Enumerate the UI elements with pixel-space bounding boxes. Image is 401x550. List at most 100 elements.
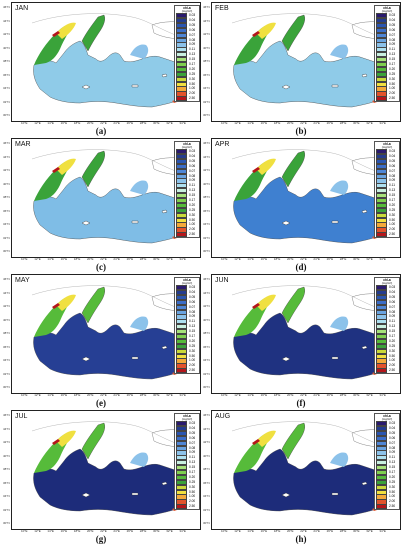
- legend-swatch: [376, 86, 387, 92]
- legend-entry: 0.07: [375, 168, 399, 174]
- legend-value: 2.50: [189, 96, 196, 101]
- legend-swatch: [176, 27, 187, 33]
- panel-caption: (d): [295, 262, 307, 272]
- legend-entry: 0.30: [375, 484, 399, 490]
- latitude-tick: 36°N: [3, 208, 10, 213]
- legend-entry: 0.20: [375, 66, 399, 73]
- longitude-tick: 34°E: [179, 393, 186, 397]
- longitude-tick: 24°E: [313, 393, 320, 397]
- legend-value: 1.00: [189, 358, 196, 363]
- legend-entry: 0.09: [175, 178, 199, 184]
- cyprus-island: [161, 481, 168, 486]
- legend-value: 0.07: [389, 440, 396, 445]
- latitude-tick: 44°N: [203, 426, 210, 431]
- legend-value: 0.15: [389, 57, 396, 62]
- legend-swatch: [376, 22, 387, 29]
- map-panel-may: MAY chl-a (mg/m³) 0.03 0.04 0.05 0.06 0.07 0.08 0…: [3, 274, 201, 408]
- legend-swatch: [176, 285, 187, 291]
- legend-value: 0.07: [189, 32, 196, 37]
- legend-value: 0.04: [389, 289, 396, 294]
- legend-swatch: [176, 57, 187, 63]
- legend-swatch: [176, 17, 187, 24]
- gulf-of-lion-bloom: [56, 22, 76, 39]
- legend-value: 0.25: [389, 343, 396, 348]
- longitude-tick: 30°E: [353, 257, 360, 261]
- legend-swatch: [176, 178, 187, 184]
- latitude-tick: 30°N: [203, 521, 210, 525]
- latitude-tick: 34°N: [203, 494, 210, 498]
- sicily-island: [281, 84, 291, 90]
- legend-swatch: [176, 158, 187, 165]
- legend-swatch: [376, 76, 387, 82]
- legend-value: 2.50: [389, 232, 396, 237]
- legend-value: 0.09: [189, 450, 196, 455]
- legend-entry: 0.06: [375, 299, 399, 305]
- legend-value: 0.17: [389, 197, 396, 202]
- longitude-tick: 14°E: [47, 529, 54, 533]
- latitude-tick: 38°N: [3, 331, 10, 335]
- legend-swatch: [376, 474, 387, 481]
- legend-value: 0.15: [389, 329, 396, 334]
- legend-value: 0.06: [189, 299, 196, 304]
- legend-title: chl-a: [383, 414, 391, 418]
- legend-swatch: [376, 348, 387, 354]
- legend-value: 0.11: [189, 455, 195, 460]
- aegean-sea: [330, 452, 349, 467]
- legend-entry: 0.04: [375, 17, 399, 24]
- legend-value: 1.00: [189, 494, 196, 499]
- legend-entry: 0.25: [375, 343, 399, 349]
- legend-entry: 0.15: [375, 329, 399, 335]
- longitude-tick: 18°E: [73, 393, 81, 397]
- legend-unit: (mg/m³): [381, 9, 393, 14]
- legend-entry: 0.04: [175, 289, 199, 296]
- legend-swatch: [376, 309, 387, 315]
- longitude-tick: 24°E: [113, 393, 120, 397]
- longitude-tick: 32°E: [166, 393, 173, 397]
- legend-value: 0.30: [389, 76, 396, 81]
- legend-swatch: [176, 348, 187, 354]
- legend-entry: 0.11: [375, 183, 399, 189]
- gulf-of-lion-bloom: [256, 430, 276, 447]
- latitude-tick: 42°N: [3, 440, 10, 444]
- sicily-island: [81, 492, 91, 498]
- latitude-tick: 36°N: [203, 208, 210, 213]
- latitude-tick: 36°N: [203, 480, 210, 485]
- legend-entry: 0.17: [175, 333, 199, 340]
- legend-value: 0.09: [189, 42, 196, 47]
- legend-entry: 0.08: [175, 173, 199, 179]
- legend-title: chl-a: [183, 278, 191, 282]
- legend-entry: 0.05: [175, 158, 199, 165]
- legend-swatch: [176, 212, 187, 218]
- legend-entry: 0.03: [175, 285, 199, 291]
- latitude-tick: 40°N: [3, 317, 10, 322]
- legend-unit: (mg/m³): [381, 417, 393, 422]
- legend-value: 0.06: [389, 163, 396, 168]
- legend-entry: 0.25: [175, 207, 199, 213]
- longitude-tick: 16°E: [60, 529, 68, 533]
- legend-swatch: [376, 193, 387, 199]
- longitude-tick: 32°E: [166, 121, 173, 125]
- latitude-tick: 34°N: [203, 358, 210, 362]
- legend-entry: 2.50: [175, 232, 199, 238]
- legend-swatch: [376, 232, 387, 238]
- legend-value: 0.30: [189, 76, 196, 81]
- legend-value: 0.11: [389, 183, 395, 188]
- legend-entry: 0.04: [175, 17, 199, 24]
- longitude-tick: 28°E: [339, 393, 347, 397]
- legend-value: 0.13: [189, 324, 196, 329]
- longitude-tick: 34°E: [179, 257, 186, 261]
- panel-caption: (c): [96, 262, 106, 272]
- legend-entry: 0.06: [375, 435, 399, 441]
- sicily-island: [281, 220, 291, 226]
- legend-swatch: [176, 479, 187, 485]
- legend-swatch: [176, 149, 187, 155]
- longitude-tick: 20°E: [87, 393, 94, 397]
- legend-entry: 0.13: [375, 52, 399, 58]
- longitude-tick: 14°E: [247, 529, 254, 533]
- legend-entry: 0.05: [175, 294, 199, 301]
- legend-swatch: [176, 294, 187, 301]
- legend-value: 0.13: [389, 52, 396, 57]
- legend-swatch: [176, 329, 187, 335]
- legend-title: chl-a: [383, 278, 391, 282]
- adriatic-sea: [81, 286, 105, 324]
